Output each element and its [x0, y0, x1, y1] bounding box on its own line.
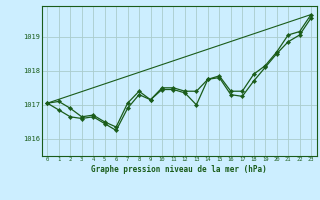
X-axis label: Graphe pression niveau de la mer (hPa): Graphe pression niveau de la mer (hPa) [91, 165, 267, 174]
